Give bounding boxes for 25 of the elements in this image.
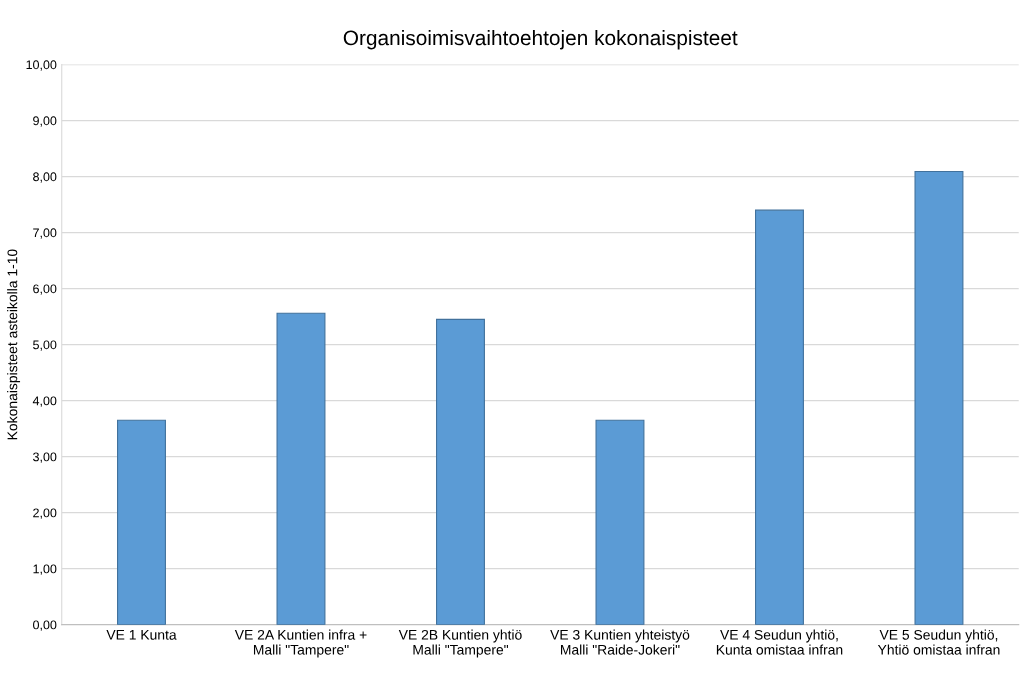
x-tick-label: VE 2B Kuntien yhtiö Malli "Tampere" [398,629,522,658]
y-tick-label: 7,00 [33,228,57,239]
y-tick-label: 0,00 [33,620,57,631]
y-tick-label: 5,00 [33,340,57,351]
x-tick-label: VE 3 Kuntien yhteistyö Malli "Raide-Jokeri" [550,629,690,655]
y-tick-label: 1,00 [33,564,57,575]
bar [117,419,166,625]
bar [914,170,964,625]
chart-title: Organisoimisvaihtoehtojen kokonaispisteet [343,29,738,50]
x-tick-label: VE 4 Seudun yhtiö, Kunta omistaa infran [716,629,843,655]
y-axis-title: Kokonaispisteet asteikolla 1-10 [7,249,21,440]
bar [595,419,645,625]
y-tick-label: 2,00 [33,508,57,519]
y-tick-label: 6,00 [33,284,57,295]
bar [276,312,326,625]
y-tick-label: 9,00 [33,116,57,127]
x-tick-label: VE 2A Kuntien infra + Malli "Tampere" [234,629,367,658]
y-tick-label: 3,00 [33,452,57,463]
x-tick-label: VE 1 Kunta [106,630,177,640]
y-tick-label: 10,00 [26,60,57,71]
bar [435,318,485,625]
bar [754,209,804,625]
x-tick-label: VE 5 Seudun yhtiö, Yhtiö omistaa infran [877,629,1000,655]
y-tick-label: 4,00 [32,396,57,407]
y-tick-label: 8,00 [33,172,57,183]
